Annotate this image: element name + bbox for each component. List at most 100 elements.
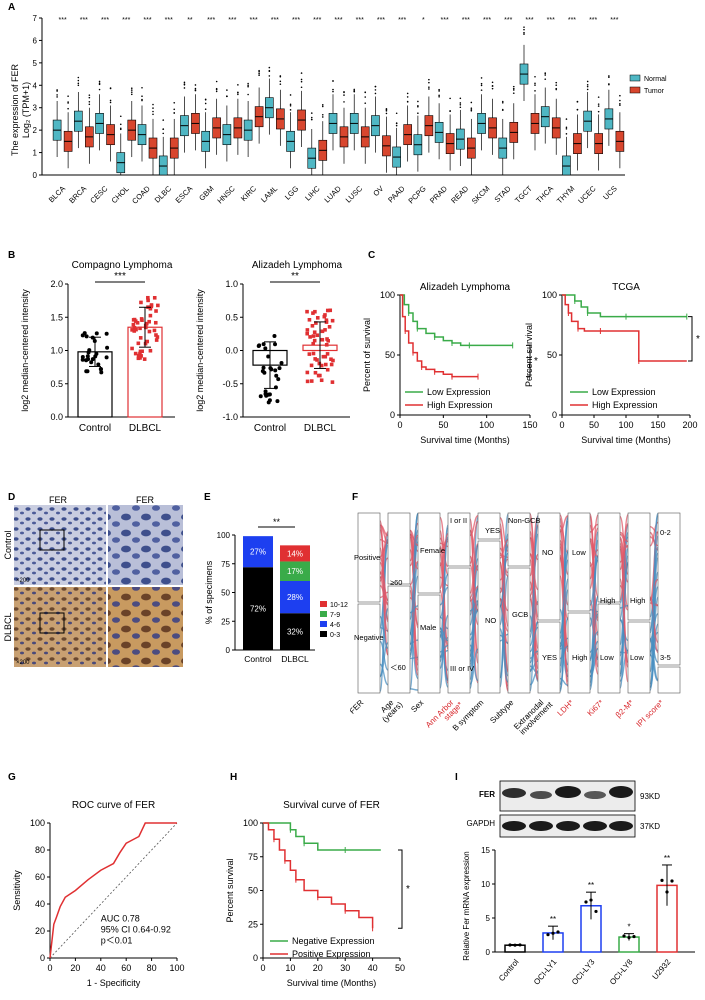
- a-outlier: [523, 26, 525, 28]
- a-outlier: [512, 85, 515, 88]
- a-outlier: [608, 75, 610, 77]
- sankey-flow: [499, 547, 509, 574]
- a-outlier: [565, 118, 568, 120]
- a-outlier: [374, 89, 377, 91]
- a-outlier: [544, 74, 547, 76]
- f-node-yes-b: YES: [485, 526, 500, 535]
- a-outlier: [215, 80, 218, 83]
- b-point: [143, 341, 148, 346]
- b-point: [311, 334, 316, 338]
- b-point: [315, 333, 320, 338]
- a-outlier: [98, 88, 101, 91]
- km-xtick: 10: [285, 963, 295, 973]
- i-point: [627, 935, 631, 940]
- i-point: [556, 930, 560, 934]
- ihc-col2-label: FER: [136, 495, 155, 505]
- ihc-row1-label: Control: [3, 530, 13, 559]
- b-point: [324, 318, 329, 323]
- km-ytick: 50: [385, 350, 395, 360]
- a-sig-LGG: ***: [292, 17, 300, 24]
- b-point: [305, 309, 309, 314]
- a-outlier: [395, 112, 398, 115]
- a-outlier: [555, 88, 558, 91]
- b-point: [147, 329, 152, 334]
- sankey-flow: [619, 523, 629, 571]
- a-outlier: [77, 82, 80, 85]
- a-outlier: [470, 107, 473, 110]
- a-outlier: [438, 94, 440, 97]
- b-point: [154, 338, 159, 342]
- a-outlier: [512, 87, 515, 90]
- a-outlier: [544, 78, 547, 80]
- e-ytick: 25: [221, 617, 230, 626]
- a-outlier: [183, 83, 186, 85]
- sankey-flow: [649, 654, 659, 682]
- b-point: [266, 354, 271, 359]
- a-outlier: [247, 93, 249, 96]
- chart-a-ylabel-1: The expression of FER: [10, 63, 20, 156]
- a-outlier: [310, 118, 313, 121]
- km-sig-bracket: [398, 849, 403, 929]
- e-seg-Control-4-6: [243, 536, 273, 568]
- sankey-flow: [379, 663, 389, 686]
- sankey-flow: [469, 610, 479, 636]
- sankey-flow: [439, 532, 449, 590]
- i-point: [513, 943, 517, 947]
- e-seg-Control-0-3: [243, 567, 273, 650]
- b-point: [133, 351, 138, 356]
- sankey-flow: [559, 645, 569, 660]
- km-ytick: 25: [248, 919, 258, 929]
- i-point: [508, 943, 512, 947]
- b-point: [310, 323, 315, 328]
- a-sig-UCEC: ***: [589, 17, 597, 24]
- a-outlier: [56, 89, 58, 91]
- km-ytick: 80: [35, 845, 45, 855]
- f-node-no-b: NO: [485, 616, 496, 625]
- a-outlier: [374, 92, 377, 95]
- b-point: [325, 367, 330, 372]
- a-outlier: [459, 103, 462, 106]
- a-xtick-READ: READ: [449, 184, 471, 206]
- blot-row2-label: GAPDH: [467, 819, 496, 828]
- b-point: [261, 365, 266, 370]
- b-ytick: 0.0: [225, 346, 238, 356]
- b-point: [261, 342, 266, 347]
- a-box-THYM: [562, 155, 571, 176]
- a-outlier: [438, 95, 440, 98]
- a-sig-OV: ***: [377, 17, 385, 24]
- a-outlier: [608, 83, 610, 85]
- a-outlier: [586, 84, 589, 86]
- a-xtick-ESCA: ESCA: [174, 184, 195, 205]
- a-outlier: [332, 88, 334, 91]
- a-outlier: [194, 87, 197, 90]
- b-point: [99, 370, 104, 375]
- a-outlier: [449, 97, 451, 100]
- a-xtick-LUSC: LUSC: [344, 184, 365, 205]
- km-xtick: 20: [313, 963, 323, 973]
- b-point: [258, 394, 263, 399]
- chart-f-sankey: Positive Negative ≥60 ＜60 Female Male I or II I…: [350, 512, 681, 737]
- ihc-scale-1: ×200: [16, 578, 30, 584]
- sankey-flow: [439, 627, 449, 642]
- a-outlier: [204, 102, 207, 105]
- a-outlier: [417, 106, 419, 108]
- b-point: [331, 358, 335, 363]
- chart-a-boxplot: The expression of FER Log₂ (TPM+1) 0 1 2 3 4…: [10, 14, 667, 206]
- a-outlier: [321, 104, 324, 106]
- sankey-flow: [499, 554, 509, 559]
- sankey-flow: [559, 551, 569, 648]
- km-sig-bracket: [688, 316, 693, 362]
- sankey-flow: [439, 644, 449, 653]
- a-outlier: [130, 91, 133, 93]
- i-sig-OCI-LY3: **: [588, 881, 594, 890]
- e-seg-label: 14%: [287, 549, 303, 558]
- chart-c1-km-alizadeh: Alizadeh Lymphoma Percent of survival Surv…: [362, 282, 538, 445]
- i-point: [546, 933, 550, 937]
- a-outlier: [385, 112, 388, 115]
- b-point: [326, 338, 330, 343]
- sankey-flow: [589, 554, 599, 628]
- i-point: [594, 909, 598, 914]
- i-point: [589, 898, 593, 902]
- a-outlier: [77, 84, 80, 87]
- sankey-flow: [469, 600, 479, 612]
